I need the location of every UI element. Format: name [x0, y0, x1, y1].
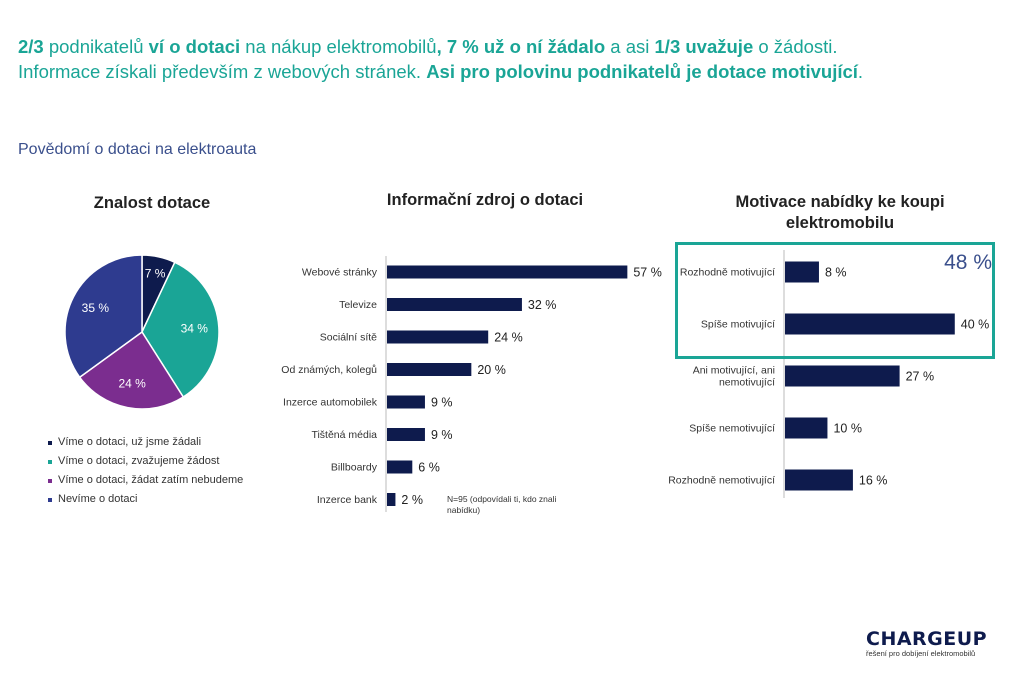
- bar-value-label: 57 %: [633, 266, 662, 280]
- headline-fragment: 1/3 uvažuje: [654, 36, 754, 57]
- headline-fragment: 2/3: [18, 36, 44, 57]
- legend-swatch: [48, 440, 52, 445]
- bar-value-label: 9 %: [431, 428, 453, 442]
- legend-swatch: [48, 478, 52, 483]
- bar: [387, 363, 472, 376]
- headline-fragment: ví o dotaci: [148, 36, 241, 57]
- legend-item: Nevíme o dotaci: [48, 490, 243, 509]
- motivating-total-value: 48 %: [944, 251, 992, 274]
- pie-chart-title: Znalost dotace: [93, 194, 211, 212]
- pie-slice: [141, 261, 220, 399]
- pie-slice-label: 35 %: [82, 301, 110, 315]
- category-tick-label: Tištěná média: [311, 429, 377, 441]
- category-tick-label: Spíše nemotivující: [689, 423, 775, 435]
- bar-value-label: 6 %: [418, 461, 440, 475]
- bar: [387, 460, 413, 474]
- bar-value-label: 10 %: [833, 422, 862, 436]
- bar: [785, 469, 853, 491]
- pie-slice-label: 24 %: [119, 376, 147, 390]
- headline-fragment: Informace získali především z webových s…: [18, 61, 427, 82]
- legend-label: Nevíme o dotaci: [58, 493, 138, 505]
- category-tick-label: Inzerce bank: [317, 494, 378, 506]
- pie-slice: [141, 254, 176, 333]
- bar-value-label: 27 %: [906, 370, 935, 384]
- legend-label: Víme o dotaci, žádat zatím nebudeme: [58, 474, 244, 486]
- legend-item: Víme o dotaci, už jsme žádali: [48, 433, 243, 452]
- logo-name: CHARGEUP: [866, 628, 988, 650]
- legend-swatch: [48, 459, 52, 464]
- headline: 2/3 podnikatelů ví o dotaci na nákup ele…: [18, 34, 1008, 84]
- bar-value-label: 9 %: [431, 396, 453, 410]
- headline-fragment: o žádosti.: [753, 36, 838, 57]
- category-tick-label: Od známých, kolegů: [281, 364, 377, 376]
- legend-label: Víme o dotaci, zvažujeme žádost: [58, 455, 220, 467]
- bar: [387, 428, 425, 441]
- headline-fragment: Asi pro polovinu podnikatelů je dotace m…: [426, 61, 858, 82]
- bar-value-label: 2 %: [401, 493, 423, 507]
- chargeup-logo: CHARGEUP řešení pro dobíjení elektromobi…: [866, 628, 996, 658]
- headline-line-1: 2/3 podnikatelů ví o dotaci na nákup ele…: [18, 34, 1008, 59]
- legend-swatch: [48, 497, 52, 502]
- bar: [785, 417, 828, 439]
- bar: [387, 493, 396, 506]
- section-subtitle: Povědomí o dotaci na elektroauta: [18, 141, 257, 158]
- bar: [387, 330, 489, 344]
- bar: [387, 265, 628, 279]
- legend-item: Víme o dotaci, žádat zatím nebudeme: [48, 471, 243, 490]
- headline-fragment: .: [857, 61, 864, 82]
- pie-slice: [64, 254, 143, 379]
- pie-slice: [78, 330, 185, 410]
- category-tick-label: Webové stránky: [302, 267, 378, 279]
- headline-fragment: podnikatelů: [43, 36, 149, 57]
- sources-chart-title: Informační zdroj o dotaci: [386, 191, 584, 209]
- bar-value-label: 16 %: [859, 474, 888, 488]
- pie-slice-label: 34 %: [181, 322, 209, 336]
- category-tick-label: Rozhodně nemotivující: [668, 475, 775, 487]
- legend-item: Víme o dotaci, zvažujeme žádost: [48, 452, 243, 471]
- pie-slice-label: 7 %: [145, 266, 166, 280]
- motivating-highlight-box: [675, 242, 995, 359]
- logo-tagline: řešení pro dobíjení elektromobilů: [866, 649, 976, 658]
- sample-note: N=95 (odpovídali ti, kdo znali nabídku): [447, 494, 557, 515]
- category-tick-label: Televize: [339, 299, 377, 311]
- bar: [785, 365, 900, 387]
- bar: [387, 298, 522, 311]
- category-tick-label: Inzerce automobilek: [283, 397, 378, 409]
- bar-value-label: 24 %: [494, 331, 523, 345]
- category-tick-label: nemotivující: [719, 377, 775, 389]
- category-tick-label: Billboardy: [331, 462, 378, 474]
- motivation-chart-title: Motivace nabídky ke koupi elektromobilu: [735, 193, 945, 232]
- bar-value-label: 20 %: [477, 363, 506, 377]
- headline-fragment: , 7 % už o ní žádalo: [436, 36, 606, 57]
- legend-label: Víme o dotaci, už jsme žádali: [58, 436, 202, 448]
- category-tick-label: Sociální sítě: [320, 332, 377, 344]
- bar: [387, 395, 425, 409]
- bar-value-label: 32 %: [528, 298, 557, 312]
- pie-legend: Víme o dotaci, už jsme žádali Víme o dot…: [48, 433, 243, 509]
- headline-line-2: Informace získali především z webových s…: [18, 59, 1008, 84]
- category-tick-label: Ani motivující, ani: [693, 365, 775, 377]
- headline-fragment: a asi: [605, 36, 655, 57]
- headline-fragment: na nákup elektromobilů: [240, 36, 437, 57]
